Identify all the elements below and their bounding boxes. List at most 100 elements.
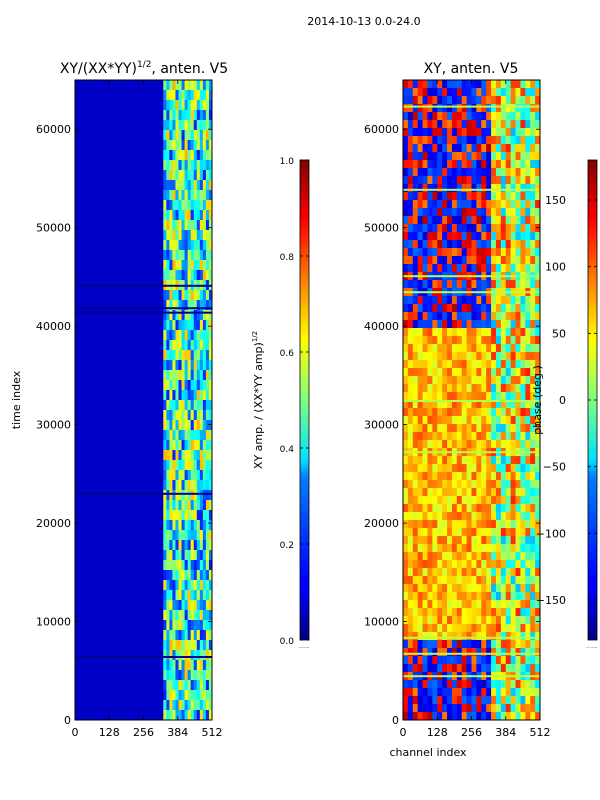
left-heatmap-cell — [169, 300, 173, 311]
right-heatmap-cell — [525, 392, 531, 401]
right-heatmap-cell — [422, 240, 428, 249]
right-heatmap-cell — [437, 256, 443, 265]
right-heatmap-cell — [451, 712, 458, 720]
left-heatmap-cell — [205, 120, 210, 131]
right-heatmap-cell — [530, 376, 536, 385]
right-heatmap-cell — [500, 536, 507, 545]
left-heatmap-cell — [199, 150, 204, 161]
right-heatmap-cell — [432, 440, 438, 449]
right-heatmap-cell — [471, 536, 477, 545]
right-heatmap-cell — [535, 384, 540, 393]
left-heatmap-cell — [187, 210, 192, 221]
left-heatmap-cell — [208, 150, 212, 161]
right-heatmap-cell — [486, 128, 492, 137]
right-heatmap-cell — [530, 520, 536, 529]
right-heatmap-cell — [486, 504, 492, 513]
left-heatmap-cell — [172, 410, 176, 421]
right-heatmap-cell — [476, 416, 482, 425]
left-heatmap-cell — [199, 520, 204, 531]
left-heatmap-cell — [169, 640, 173, 651]
right-heatmap-cell — [432, 712, 438, 720]
right-heatmap-cell — [437, 184, 443, 193]
right-heatmap-cell — [525, 216, 531, 225]
left-heatmap-cell — [163, 380, 167, 391]
right-heatmap-cell — [461, 520, 468, 529]
right-heatmap-cell — [437, 472, 443, 481]
right-heatmap-cell — [471, 488, 477, 497]
right-heatmap-cell — [407, 136, 414, 145]
right-heatmap-cell — [510, 136, 517, 145]
right-heatmap-cell — [530, 112, 536, 121]
right-heatmap-cell — [432, 408, 438, 417]
right-heatmap-cell — [495, 208, 502, 217]
right-heatmap-cell — [530, 296, 536, 305]
right-heatmap-cell — [495, 312, 502, 321]
right-heatmap-cell — [505, 328, 512, 337]
right-heatmap-cell — [530, 368, 536, 377]
right-heatmap-cell — [505, 648, 512, 657]
left-heatmap-cell — [187, 180, 192, 191]
left-heatmap-cell — [172, 160, 176, 171]
left-heatmap-cell — [187, 310, 192, 321]
right-heatmap-cell — [451, 440, 458, 449]
right-colorbar-tick-label: −100 — [536, 527, 566, 540]
right-colorbar-tick-label: 50 — [552, 327, 566, 340]
left-heatmap-cell — [190, 140, 195, 151]
left-heatmap-cell — [163, 440, 167, 451]
right-heatmap-cell — [471, 496, 477, 505]
right-heatmap-cell — [447, 392, 453, 401]
left-heatmap-cell — [166, 520, 170, 531]
left-heatmap-cell — [187, 380, 192, 391]
right-heatmap-cell — [437, 464, 443, 473]
right-heatmap-cell — [505, 592, 512, 601]
right-heatmap-cell — [471, 256, 477, 265]
right-heatmap-cell — [451, 88, 458, 97]
right-colorbar-tick-label: 150 — [545, 194, 566, 207]
right-heatmap-cell — [437, 600, 443, 609]
left-heatmap-cell — [175, 620, 180, 631]
right-heatmap-cell — [476, 592, 482, 601]
right-heatmap-cell — [417, 608, 424, 617]
right-heatmap-cell — [495, 536, 502, 545]
left-heatmap-cell — [166, 680, 170, 691]
right-heatmap-cell — [510, 336, 517, 345]
right-heatmap-cell — [412, 240, 419, 249]
right-heatmap-cell — [491, 176, 497, 185]
left-heatmap-cell — [187, 120, 192, 131]
right-heatmap-cell — [495, 496, 502, 505]
right-heatmap-cell — [520, 696, 526, 705]
right-heatmap-cell — [456, 224, 463, 233]
left-heatmap-cell — [166, 270, 170, 281]
left-heatmap-cell — [193, 620, 198, 631]
right-heatmap-cell — [403, 328, 409, 337]
right-heatmap-cell — [486, 632, 492, 641]
right-heatmap-gap-line — [403, 275, 540, 278]
right-heatmap-cell — [481, 704, 487, 713]
right-heatmap-cell — [520, 192, 526, 201]
right-heatmap-cell — [456, 616, 463, 625]
left-heatmap-cell — [187, 710, 192, 720]
right-heatmap-cell — [447, 432, 453, 441]
left-heatmap-cell — [193, 200, 198, 211]
right-heatmap-cell — [525, 680, 531, 689]
right-heatmap-cell — [486, 376, 492, 385]
right-heatmap-cell — [520, 552, 526, 561]
right-heatmap-cell — [432, 456, 438, 465]
left-heatmap-cell — [184, 330, 189, 341]
right-heatmap-cell — [471, 568, 477, 577]
left-heatmap-cell — [187, 680, 192, 691]
right-heatmap-cell — [456, 496, 463, 505]
right-heatmap-cell — [495, 168, 502, 177]
left-heatmap-cell — [193, 430, 198, 441]
left-heatmap-cell — [208, 160, 212, 171]
left-heatmap-cell — [166, 250, 170, 261]
right-heatmap-cell — [403, 224, 409, 233]
left-heatmap-cell — [202, 680, 207, 691]
right-heatmap-cell — [437, 136, 443, 145]
right-heatmap-cell — [442, 664, 448, 673]
right-heatmap-cell — [530, 568, 536, 577]
left-heatmap-cell — [184, 410, 189, 421]
right-heatmap-cell — [456, 648, 463, 657]
right-heatmap-cell — [451, 704, 458, 713]
